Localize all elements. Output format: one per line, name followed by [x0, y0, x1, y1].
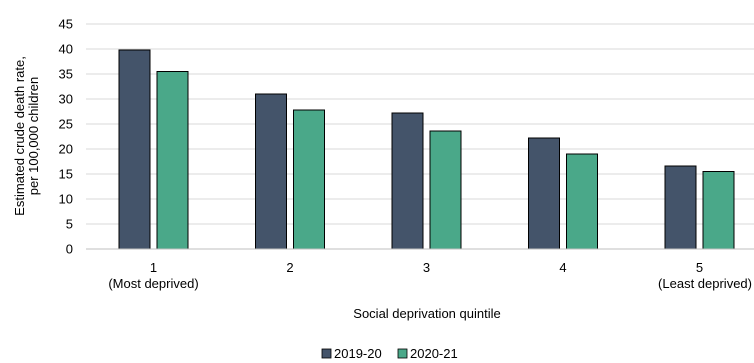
x-axis-ticks: 1(Most deprived) 2 3 4 5(Least deprived) [108, 260, 752, 291]
y-tick-label: 10 [59, 192, 73, 207]
x-tick-sublabel: (Most deprived) [108, 276, 198, 291]
y-axis-title-line2: per 100,000 children [26, 77, 41, 196]
bar-2019-20-q5 [664, 165, 697, 250]
y-tick-label: 30 [59, 92, 73, 107]
bar-2020-21-q1 [156, 71, 189, 250]
legend-swatch-2019-20 [321, 348, 332, 359]
x-tick-sublabel: (Least deprived) [658, 276, 752, 291]
y-tick-label: 0 [66, 242, 73, 257]
x-tick-label: 5 [696, 260, 703, 275]
x-axis-title: Social deprivation quintile [353, 306, 500, 321]
x-tick-label: 3 [423, 260, 430, 275]
y-tick-label: 5 [66, 217, 73, 232]
bar-2020-21-q2 [293, 109, 325, 250]
bar-2019-20-q1 [118, 49, 151, 250]
bar-2020-21-q3 [429, 130, 462, 250]
x-tick-label: 1 [150, 260, 157, 275]
bars [118, 49, 735, 250]
x-tick-label: 4 [559, 260, 566, 275]
y-tick-label: 35 [59, 67, 73, 82]
y-tick-label: 20 [59, 142, 73, 157]
bar-2020-21-q4 [566, 153, 598, 250]
bar-2019-20-q2 [255, 93, 287, 250]
y-tick-label: 40 [59, 42, 73, 57]
y-axis-ticks: 0 5 10 15 20 25 30 35 40 45 [59, 17, 73, 257]
y-tick-label: 15 [59, 167, 73, 182]
y-axis-title-line1: Estimated crude death rate, [12, 56, 27, 216]
bar-2019-20-q4 [528, 137, 560, 250]
legend-swatch-2020-21 [397, 348, 408, 359]
legend: 2019-20 2020-21 [321, 346, 458, 361]
legend-label-2019-20: 2019-20 [334, 346, 382, 361]
y-tick-label: 25 [59, 117, 73, 132]
legend-label-2020-21: 2020-21 [410, 346, 458, 361]
bar-2020-21-q5 [702, 171, 735, 250]
bar-2019-20-q3 [391, 112, 424, 250]
x-tick-label: 2 [286, 260, 293, 275]
y-tick-label: 45 [59, 17, 73, 32]
